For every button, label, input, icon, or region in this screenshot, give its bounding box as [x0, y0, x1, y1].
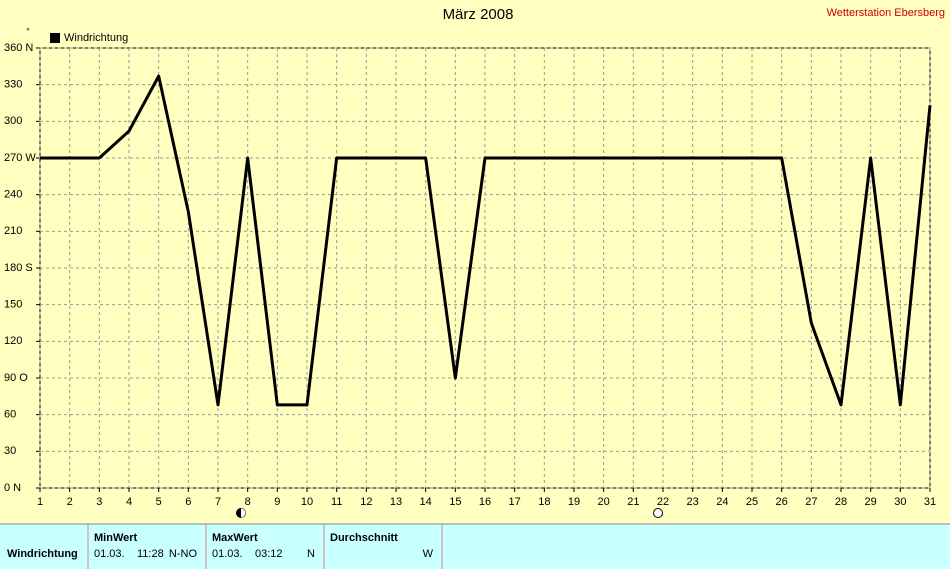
x-tick-label: 11 [331, 496, 342, 508]
col-header: Durchschnitt [330, 532, 398, 544]
x-tick-label: 1 [37, 496, 43, 508]
x-tick-label: 22 [657, 496, 669, 508]
x-tick-label: 8 [245, 496, 251, 508]
moon-icon-half [241, 508, 246, 518]
x-tick-label: 31 [924, 496, 936, 508]
x-tick-label: 21 [627, 496, 639, 508]
y-tick-label: 300 [4, 115, 22, 127]
time: 03:12 [255, 548, 283, 560]
y-tick-label: 180 S [4, 262, 33, 274]
data-line [40, 74, 932, 407]
legend-swatch [50, 33, 60, 43]
x-tick-label: 3 [96, 496, 102, 508]
x-tick-label: 27 [805, 496, 817, 508]
x-tick-label: 16 [479, 496, 491, 508]
x-tick-label: 5 [156, 496, 162, 508]
x-tick-label: 17 [509, 496, 521, 508]
x-tick-label: 2 [67, 496, 73, 508]
summary-panel: Windrichtung MinWert 01.03. 11:28 N-NO M… [0, 523, 950, 569]
panel-bg [0, 524, 950, 569]
x-tick-label: 30 [894, 496, 906, 508]
x-tick-label: 14 [420, 496, 432, 508]
y-tick-label: 0 N [4, 482, 21, 494]
y-tick-label: 60 [4, 409, 16, 421]
x-tick-label: 4 [126, 496, 132, 508]
row-label: Windrichtung [7, 548, 78, 560]
x-tick-label: 10 [301, 496, 313, 508]
col-header: MinWert [94, 532, 138, 544]
x-tick-label: 7 [215, 496, 221, 508]
x-tick-label: 23 [687, 496, 699, 508]
y-tick-label: 90 O [4, 372, 28, 384]
value: W [423, 548, 434, 560]
y-tick-label: 30 [4, 445, 16, 457]
station-label: Wetterstation Ebersberg [827, 7, 945, 19]
x-tick-label: 15 [449, 496, 461, 508]
x-tick-label: 12 [360, 496, 372, 508]
col-header: MaxWert [212, 532, 258, 544]
x-tick-label: 25 [746, 496, 758, 508]
x-tick-label: 6 [185, 496, 191, 508]
y-unit: ° [26, 26, 30, 36]
moon-icon [653, 508, 663, 518]
y-tick-label: 120 [4, 335, 22, 347]
x-tick-label: 20 [598, 496, 610, 508]
y-tick-label: 150 [4, 299, 22, 311]
date: 01.03. [212, 548, 243, 560]
date: 01.03. [94, 548, 125, 560]
value: N [307, 548, 315, 560]
time: 11:28 [137, 548, 164, 560]
chart-title: März 2008 [443, 6, 514, 23]
x-tick-label: 18 [538, 496, 550, 508]
x-tick-label: 24 [716, 496, 728, 508]
y-tick-label: 360 N [4, 42, 33, 54]
y-tick-label: 330 [4, 79, 22, 91]
legend-label: Windrichtung [64, 32, 128, 44]
x-tick-label: 29 [865, 496, 877, 508]
x-tick-label: 19 [568, 496, 580, 508]
y-tick-label: 270 W [4, 152, 36, 164]
value: N-NO [169, 548, 198, 560]
x-tick-label: 28 [835, 496, 847, 508]
x-tick-label: 9 [274, 496, 280, 508]
y-tick-label: 240 [4, 189, 22, 201]
x-tick-label: 26 [776, 496, 788, 508]
y-tick-label: 210 [4, 225, 22, 237]
x-tick-label: 13 [390, 496, 402, 508]
